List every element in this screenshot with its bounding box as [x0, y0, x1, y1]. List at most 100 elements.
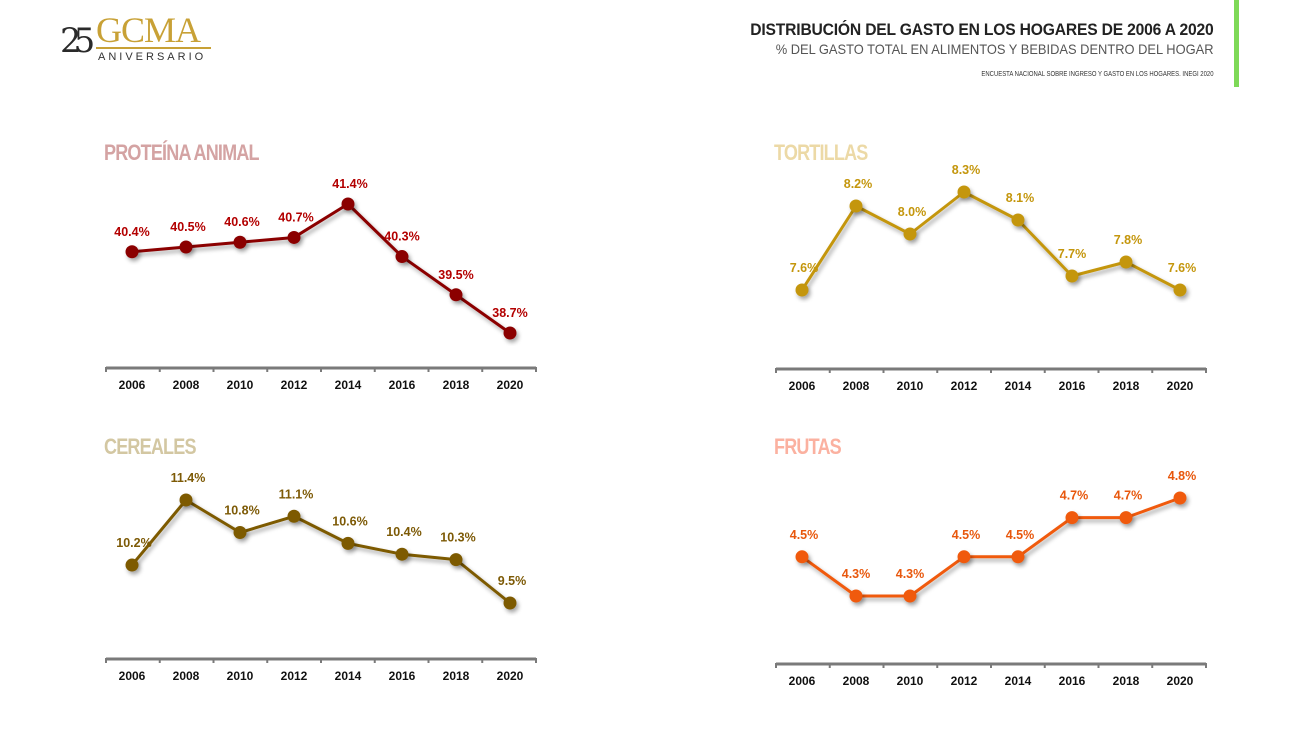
data-point	[957, 185, 971, 199]
data-point	[957, 550, 971, 564]
x-tick-label: 2014	[335, 669, 362, 683]
x-tick-label: 2008	[173, 378, 200, 392]
x-tick-label: 2014	[1005, 379, 1032, 393]
data-point	[795, 283, 809, 297]
data-point	[1119, 255, 1133, 269]
x-tick-label: 2012	[281, 669, 308, 683]
logo-anniversary-number: 25	[60, 21, 95, 61]
data-label: 8.1%	[1006, 191, 1035, 205]
data-label: 8.2%	[844, 177, 873, 191]
data-label: 4.7%	[1060, 489, 1089, 503]
x-tick-label: 2016	[1059, 379, 1086, 393]
x-tick-label: 2016	[389, 669, 416, 683]
data-point	[1011, 213, 1025, 227]
data-point	[287, 230, 301, 244]
data-point	[1065, 511, 1079, 525]
x-tick-label: 2014	[1005, 674, 1032, 688]
data-label: 10.3%	[440, 531, 475, 545]
data-label: 9.5%	[498, 574, 527, 588]
data-label: 11.1%	[279, 487, 314, 501]
x-tick-label: 2006	[119, 669, 146, 683]
accent-bar	[1234, 0, 1239, 87]
chart-title: PROTEÍNA ANIMAL	[104, 140, 260, 165]
x-tick-label: 2016	[389, 378, 416, 392]
x-tick-label: 2020	[497, 378, 524, 392]
data-label: 40.4%	[114, 225, 149, 239]
logo-brand: GCMA	[96, 10, 201, 50]
data-label: 40.5%	[170, 220, 205, 234]
data-label: 39.5%	[438, 268, 473, 282]
chart-cereales: CEREALES 10.2% 11.4% 10.8% 11.1% 10.6% 10.4% 1…	[104, 434, 574, 704]
logo-tagline: ANIVERSARIO	[98, 51, 207, 63]
data-point	[449, 288, 463, 302]
x-tick-label: 2018	[1113, 379, 1140, 393]
series-line	[130, 498, 511, 605]
data-label: 4.8%	[1168, 469, 1197, 483]
chart-frutas: FRUTAS 4.5% 4.3% 4.3% 4.5% 4.5% 4.7% 4.7% 4.8% 2…	[774, 434, 1244, 704]
data-point	[179, 240, 193, 254]
data-label: 11.4%	[171, 471, 206, 485]
data-label: 10.6%	[332, 514, 367, 528]
series-line	[131, 202, 511, 335]
x-tick-label: 2010	[227, 669, 254, 683]
data-point	[125, 245, 139, 259]
data-point	[233, 235, 247, 249]
data-label: 40.3%	[384, 230, 419, 244]
data-point	[903, 227, 917, 241]
page-header: DISTRIBUCIÓN DEL GASTO EN LOS HOGARES DE…	[710, 20, 1214, 78]
data-point	[449, 553, 463, 567]
data-label: 4.7%	[1114, 489, 1143, 503]
x-tick-label: 2010	[897, 674, 924, 688]
data-point	[395, 250, 409, 264]
logo-rule	[96, 47, 211, 49]
data-label: 40.6%	[224, 215, 259, 229]
data-point	[849, 589, 863, 603]
data-point	[1173, 283, 1187, 297]
data-label: 4.3%	[842, 567, 871, 581]
x-tick-label: 2014	[335, 378, 362, 392]
data-point	[179, 493, 193, 507]
data-point	[1011, 550, 1025, 564]
data-point	[1119, 511, 1133, 525]
chart-title: CEREALES	[104, 434, 196, 459]
data-point	[795, 550, 809, 564]
data-point	[125, 558, 139, 572]
data-label: 40.7%	[278, 210, 313, 224]
chart-svg: 10.2% 11.4% 10.8% 11.1% 10.6% 10.4% 10.3% 9.5% 2…	[105, 471, 537, 683]
data-label: 7.6%	[790, 261, 819, 275]
x-tick-label: 2012	[281, 378, 308, 392]
x-tick-label: 2010	[897, 379, 924, 393]
chart-tortillas: TORTILLAS 7.6% 8.2% 8.0% 8.3% 8.1% 7.7% 7.8% 7.…	[774, 140, 1244, 410]
x-tick-label: 2006	[119, 378, 146, 392]
data-source: ENCUESTA NACIONAL SOBRE INGRESO Y GASTO …	[981, 71, 1214, 78]
x-tick-label: 2012	[951, 379, 978, 393]
data-label: 38.7%	[492, 306, 527, 320]
chart-svg: 4.5% 4.3% 4.3% 4.5% 4.5% 4.7% 4.7% 4.8% 2006 2008…	[775, 469, 1207, 688]
data-label: 8.3%	[952, 163, 981, 177]
gcma-logo: 25 GCMA ANIVERSARIO	[58, 12, 218, 72]
data-label: 7.6%	[1168, 261, 1197, 275]
data-label: 4.5%	[790, 528, 819, 542]
data-point	[503, 596, 517, 610]
series-line	[801, 496, 1181, 598]
x-tick-label: 2020	[497, 669, 524, 683]
data-label: 7.8%	[1114, 233, 1143, 247]
chart-title: TORTILLAS	[774, 140, 868, 165]
x-tick-label: 2012	[951, 674, 978, 688]
data-point	[849, 199, 863, 213]
data-label: 10.4%	[386, 525, 421, 539]
data-point	[341, 197, 355, 211]
data-label: 10.8%	[224, 504, 259, 518]
data-label: 41.4%	[332, 177, 367, 191]
data-label: 4.5%	[1006, 528, 1035, 542]
x-tick-label: 2008	[843, 379, 870, 393]
chart-svg: 40.4% 40.5% 40.6% 40.7% 41.4% 40.3% 39.5% 38.7%…	[105, 177, 537, 392]
x-tick-label: 2016	[1059, 674, 1086, 688]
data-point	[1173, 491, 1187, 505]
data-point	[503, 326, 517, 340]
data-point	[1065, 269, 1079, 283]
data-point	[233, 526, 247, 540]
x-tick-label: 2008	[843, 674, 870, 688]
data-label: 4.5%	[952, 528, 981, 542]
x-tick-label: 2006	[789, 379, 816, 393]
